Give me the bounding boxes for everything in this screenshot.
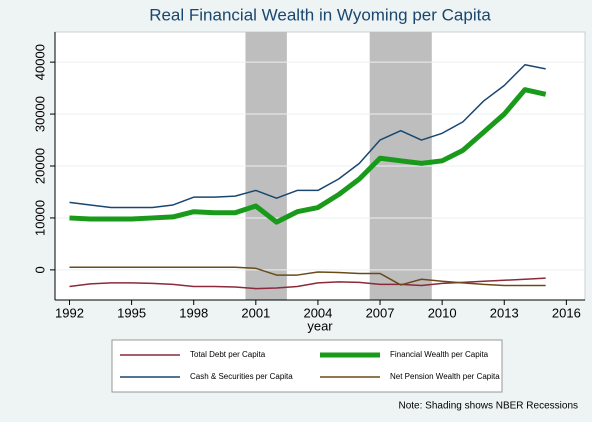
y-tick-label: 30000: [32, 96, 47, 132]
y-tick-label: 10000: [32, 200, 47, 236]
legend-label: Financial Wealth per Capita: [390, 350, 489, 359]
x-tick-label: 1995: [117, 305, 146, 320]
y-tick-label: 20000: [32, 148, 47, 184]
y-tick-label: 0: [32, 266, 47, 273]
series-line: [69, 266, 546, 287]
x-tick-label: 2004: [303, 305, 332, 320]
legend-label: Cash & Securities per Capita: [190, 372, 293, 381]
legend-label: Total Debt per Capita: [190, 350, 266, 359]
y-tick-label: 40000: [32, 44, 47, 80]
legend-label: Net Pension Wealth per Capita: [390, 372, 500, 381]
x-tick-label: 1992: [55, 305, 84, 320]
legend: [111, 339, 503, 393]
series-line: [69, 87, 547, 225]
x-axis-label: year: [307, 318, 333, 333]
series-line: [69, 277, 546, 290]
x-tick-label: 2007: [366, 305, 395, 320]
x-tick-label: 2001: [241, 305, 270, 320]
series-line: [69, 63, 546, 209]
note: Note: Shading shows NBER Recessions: [398, 401, 578, 412]
x-tick-label: 2016: [552, 305, 581, 320]
x-tick-label: 1998: [179, 305, 208, 320]
x-tick-label: 2013: [490, 305, 519, 320]
x-tick-label: 2010: [428, 305, 457, 320]
chart-title: Real Financial Wealth in Wyoming per Cap…: [149, 5, 491, 24]
